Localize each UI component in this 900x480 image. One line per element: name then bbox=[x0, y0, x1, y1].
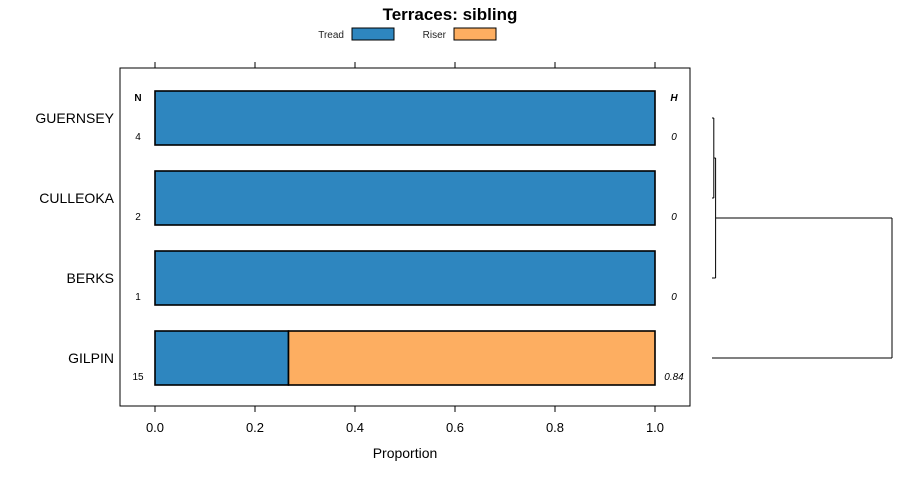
bar-culleoka-tread bbox=[154, 170, 656, 226]
plot-frame bbox=[119, 67, 691, 407]
legend-swatch-riser bbox=[453, 27, 497, 41]
x-tick-label-4: 0.8 bbox=[546, 420, 564, 435]
x-tick-label-3: 0.6 bbox=[446, 420, 464, 435]
n-value-gilpin: 15 bbox=[132, 372, 144, 383]
x-tick-label-5: 1.0 bbox=[646, 420, 664, 435]
n-column: N 4 2 1 15 bbox=[132, 93, 144, 383]
x-tick-label-2: 0.4 bbox=[346, 420, 364, 435]
dendrogram-link-0 bbox=[712, 117, 715, 199]
x-axis-title: Proportion bbox=[373, 445, 438, 461]
category-label-culleoka: CULLEOKA bbox=[39, 190, 114, 206]
legend-label-riser: Riser bbox=[423, 30, 447, 41]
x-tick-label-1: 0.2 bbox=[246, 420, 264, 435]
category-labels: GUERNSEY CULLEOKA BERKS GILPIN bbox=[35, 110, 114, 366]
h-value-berks: 0 bbox=[671, 292, 677, 303]
legend-swatch-tread bbox=[351, 27, 395, 41]
n-value-berks: 1 bbox=[135, 292, 141, 303]
bars-group bbox=[154, 90, 656, 386]
h-value-guernsey: 0 bbox=[671, 132, 677, 143]
bar-guernsey-tread bbox=[154, 90, 656, 146]
dendrogram-link-2 bbox=[712, 217, 893, 359]
x-tick-label-0: 0.0 bbox=[146, 420, 164, 435]
bar-gilpin-riser bbox=[287, 330, 656, 386]
n-value-culleoka: 2 bbox=[135, 212, 141, 223]
legend-label-tread: Tread bbox=[318, 30, 344, 41]
top-axis-ticks bbox=[154, 62, 656, 68]
h-column: H 0 0 0 0.84 bbox=[664, 93, 684, 383]
n-header: N bbox=[134, 93, 141, 104]
dendrogram bbox=[712, 117, 893, 359]
n-value-guernsey: 4 bbox=[135, 132, 141, 143]
category-label-gilpin: GILPIN bbox=[68, 350, 114, 366]
h-header: H bbox=[670, 93, 678, 104]
h-value-gilpin: 0.84 bbox=[664, 372, 684, 383]
h-value-culleoka: 0 bbox=[671, 212, 677, 223]
x-axis: 0.0 0.2 0.4 0.6 0.8 1.0 bbox=[146, 406, 664, 435]
category-label-berks: BERKS bbox=[67, 270, 114, 286]
chart-title: Terraces: sibling bbox=[383, 5, 518, 24]
category-label-guernsey: GUERNSEY bbox=[35, 110, 114, 126]
legend: Tread Riser bbox=[318, 27, 497, 41]
bar-gilpin-tread bbox=[154, 330, 290, 386]
bar-berks-tread bbox=[154, 250, 656, 306]
